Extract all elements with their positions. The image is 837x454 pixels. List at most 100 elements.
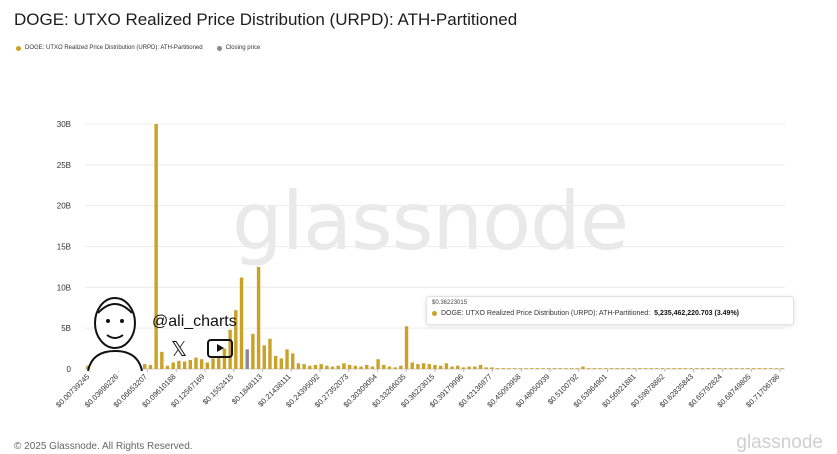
bar-urpd[interactable] <box>467 366 471 369</box>
bar-urpd[interactable] <box>273 355 278 369</box>
bar-urpd[interactable] <box>592 368 597 369</box>
bar-urpd[interactable] <box>643 368 648 369</box>
bar-urpd[interactable] <box>678 368 682 369</box>
bar-urpd[interactable] <box>199 359 204 369</box>
bar-urpd[interactable] <box>262 345 266 369</box>
bar-urpd[interactable] <box>746 368 750 369</box>
bar-urpd[interactable] <box>598 368 602 369</box>
bar-urpd[interactable] <box>695 368 699 369</box>
bar-urpd[interactable] <box>148 364 153 369</box>
legend-item-closing-price[interactable]: Closing price <box>216 45 260 51</box>
bar-urpd[interactable] <box>342 363 346 369</box>
bar-urpd[interactable] <box>160 351 164 369</box>
bar-urpd[interactable] <box>666 368 671 369</box>
bar-urpd[interactable] <box>524 368 528 369</box>
bar-urpd[interactable] <box>518 368 523 369</box>
bar-urpd[interactable] <box>325 365 329 369</box>
bar-urpd[interactable] <box>700 368 705 369</box>
bar-urpd[interactable] <box>461 367 466 369</box>
bar-urpd[interactable] <box>171 362 175 369</box>
bar-urpd[interactable] <box>330 366 335 369</box>
bar-urpd[interactable] <box>308 365 312 369</box>
bar-urpd[interactable] <box>780 368 784 369</box>
bar-urpd[interactable] <box>689 368 693 369</box>
bar-urpd[interactable] <box>222 348 227 369</box>
bar-urpd[interactable] <box>416 364 420 369</box>
bar-urpd[interactable] <box>604 368 608 369</box>
bar-urpd[interactable] <box>444 363 449 369</box>
bar-urpd[interactable] <box>512 368 517 369</box>
bar-urpd[interactable] <box>399 365 403 369</box>
legend-item-urpd[interactable]: DOGE: UTXO Realized Price Distribution (… <box>16 45 203 51</box>
bar-urpd[interactable] <box>495 368 500 369</box>
bar-urpd[interactable] <box>165 365 170 369</box>
bar-urpd[interactable] <box>194 357 198 369</box>
bar-urpd[interactable] <box>433 364 437 369</box>
bar-urpd[interactable] <box>547 368 551 369</box>
bar-urpd[interactable] <box>609 368 614 369</box>
bar-urpd[interactable] <box>211 358 215 369</box>
bar-urpd[interactable] <box>410 362 414 369</box>
bar-urpd[interactable] <box>296 363 301 369</box>
bar-urpd[interactable] <box>763 368 767 369</box>
bar-urpd[interactable] <box>382 364 386 369</box>
bar-urpd[interactable] <box>291 353 295 369</box>
bar-urpd[interactable] <box>530 368 534 369</box>
bar-urpd[interactable] <box>490 367 494 369</box>
bar-urpd[interactable] <box>285 349 289 369</box>
bar-urpd[interactable] <box>353 365 358 369</box>
bar-urpd[interactable] <box>336 365 340 369</box>
bar-urpd[interactable] <box>268 338 272 369</box>
bar-urpd[interactable] <box>393 367 397 369</box>
bar-urpd[interactable] <box>256 266 261 369</box>
bar-urpd[interactable] <box>729 368 733 369</box>
bar-urpd[interactable] <box>387 366 392 369</box>
bar-urpd[interactable] <box>615 368 619 369</box>
bar-urpd[interactable] <box>655 368 659 369</box>
bar-urpd[interactable] <box>621 368 625 369</box>
bar-urpd[interactable] <box>456 365 460 369</box>
bar-urpd[interactable] <box>421 363 426 369</box>
bar-urpd[interactable] <box>205 362 210 369</box>
bar-urpd[interactable] <box>712 368 716 369</box>
bar-urpd[interactable] <box>552 368 557 369</box>
bar-urpd[interactable] <box>501 368 505 369</box>
bar-urpd[interactable] <box>581 366 585 369</box>
bar-urpd[interactable] <box>484 367 488 369</box>
bar-urpd[interactable] <box>370 366 375 369</box>
bar-urpd[interactable] <box>427 364 432 369</box>
bar-urpd[interactable] <box>376 359 380 369</box>
bar-urpd[interactable] <box>569 368 574 369</box>
bar-urpd[interactable] <box>143 364 147 369</box>
bar-urpd[interactable] <box>359 366 363 369</box>
bar-urpd[interactable] <box>313 364 318 369</box>
bar-urpd[interactable] <box>478 364 483 369</box>
bar-urpd[interactable] <box>638 368 642 369</box>
bar-urpd[interactable] <box>234 310 238 369</box>
bar-urpd[interactable] <box>188 360 192 369</box>
bar-closing-price[interactable] <box>245 349 249 369</box>
bar-urpd[interactable] <box>751 368 756 369</box>
bar-urpd[interactable] <box>769 368 773 369</box>
bar-urpd[interactable] <box>535 368 540 369</box>
bar-urpd[interactable] <box>154 124 158 369</box>
bar-urpd[interactable] <box>450 366 454 369</box>
bar-urpd[interactable] <box>541 368 545 369</box>
bar-urpd[interactable] <box>774 368 779 369</box>
bar-urpd[interactable] <box>302 364 306 369</box>
bar-urpd[interactable] <box>228 329 232 369</box>
bar-urpd[interactable] <box>319 364 323 369</box>
bar-urpd[interactable] <box>473 366 477 369</box>
bar-urpd[interactable] <box>660 368 665 369</box>
bar-urpd[interactable] <box>347 364 352 369</box>
bar-urpd[interactable] <box>251 333 255 369</box>
bar-urpd[interactable] <box>217 355 221 369</box>
bar-urpd[interactable] <box>575 368 579 369</box>
bar-urpd[interactable] <box>717 368 722 369</box>
bar-urpd[interactable] <box>239 277 244 369</box>
bar-urpd[interactable] <box>683 368 688 369</box>
bar-urpd[interactable] <box>182 361 187 369</box>
bar-urpd[interactable] <box>507 368 511 369</box>
bar-urpd[interactable] <box>86 365 90 369</box>
bar-urpd[interactable] <box>672 368 676 369</box>
